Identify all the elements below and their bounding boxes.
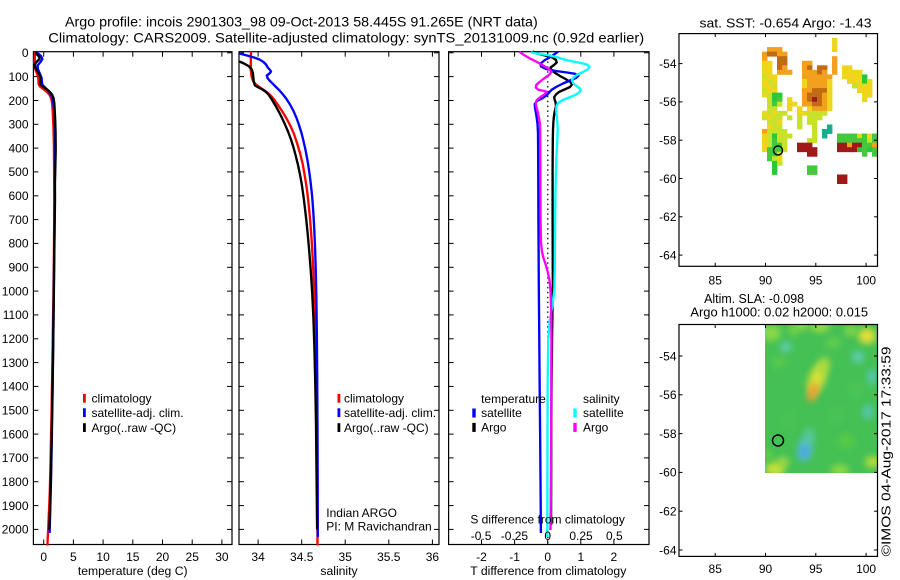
svg-text:1400: 1400 [2,380,29,394]
svg-text:Altim. SLA: -0.098: Altim. SLA: -0.098 [704,291,804,306]
svg-text:-60: -60 [659,172,677,186]
svg-text:-56: -56 [659,388,677,402]
svg-text:500: 500 [8,165,28,179]
svg-text:-64: -64 [659,248,677,262]
svg-text:climatology: climatology [344,392,404,406]
svg-text:2: 2 [611,550,618,564]
svg-text:Argo: Argo [583,420,609,434]
svg-text:1700: 1700 [2,451,29,465]
svg-text:90: 90 [759,274,773,288]
svg-text:5: 5 [70,550,77,564]
svg-text:satellite: satellite [481,406,522,420]
svg-text:0: 0 [544,550,551,564]
svg-text:0.25: 0.25 [569,529,593,543]
svg-text:2000: 2000 [2,523,29,537]
svg-text:Indian ARGO: Indian ARGO [326,506,397,520]
svg-text:©IMOS 04-Aug-2017 17:33:59: ©IMOS 04-Aug-2017 17:33:59 [878,347,893,557]
svg-text:1000: 1000 [2,284,29,298]
svg-text:0.5: 0.5 [606,529,623,543]
svg-text:-0.25: -0.25 [501,529,529,543]
svg-text:95: 95 [809,562,823,576]
svg-text:Argo(..raw -QC): Argo(..raw -QC) [92,421,177,435]
svg-text:temperature: temperature [481,392,546,406]
svg-text:30: 30 [215,550,229,564]
svg-text:satellite: satellite [583,406,624,420]
svg-text:-62: -62 [659,505,677,519]
svg-text:15: 15 [126,550,140,564]
svg-text:-54: -54 [659,57,677,71]
svg-text:1: 1 [577,550,584,564]
svg-text:sat. SST: -0.654 Argo: -1.43: sat. SST: -0.654 Argo: -1.43 [700,15,872,30]
svg-text:1600: 1600 [2,427,29,441]
svg-text:1800: 1800 [2,475,29,489]
svg-text:900: 900 [8,261,28,275]
svg-text:Argo: Argo [481,420,507,434]
svg-text:25: 25 [186,550,200,564]
svg-text:T difference from climatology: T difference from climatology [470,564,627,578]
svg-text:1500: 1500 [2,404,29,418]
svg-text:-0.5: -0.5 [471,529,492,543]
svg-text:95: 95 [809,274,823,288]
svg-text:satellite-adj. clim.: satellite-adj. clim. [92,406,184,420]
svg-text:35.5: 35.5 [377,550,401,564]
svg-text:-54: -54 [659,349,677,363]
svg-text:600: 600 [8,189,28,203]
svg-text:200: 200 [8,94,28,108]
svg-text:10: 10 [96,550,110,564]
svg-text:Climatology: CARS2009. Satelli: Climatology: CARS2009. Satellite-adjuste… [48,30,644,46]
svg-text:-60: -60 [659,466,677,480]
svg-text:0: 0 [22,46,29,60]
svg-text:35: 35 [339,550,353,564]
svg-text:-56: -56 [659,95,677,109]
svg-text:-1: -1 [509,550,520,564]
svg-text:-58: -58 [659,427,677,441]
svg-text:34: 34 [251,550,265,564]
svg-text:400: 400 [8,141,28,155]
svg-text:PI: M Ravichandran: PI: M Ravichandran [326,520,431,534]
svg-text:85: 85 [709,562,723,576]
svg-text:climatology: climatology [92,392,152,406]
svg-text:1200: 1200 [2,332,29,346]
svg-text:100: 100 [856,274,876,288]
svg-text:S difference from climatology: S difference from climatology [470,513,625,527]
svg-text:satellite-adj. clim.: satellite-adj. clim. [344,406,436,420]
svg-text:temperature (deg C): temperature (deg C) [78,564,188,578]
svg-text:100: 100 [8,70,28,84]
svg-text:-62: -62 [659,210,677,224]
svg-text:90: 90 [759,562,773,576]
svg-text:-2: -2 [476,550,487,564]
svg-text:300: 300 [8,118,28,132]
svg-text:Argo(..raw -QC): Argo(..raw -QC) [344,421,429,435]
svg-text:-58: -58 [659,134,677,148]
svg-text:34.5: 34.5 [290,550,314,564]
svg-text:0: 0 [544,529,551,543]
svg-text:85: 85 [709,274,723,288]
svg-text:100: 100 [856,562,876,576]
svg-text:0: 0 [40,550,47,564]
svg-text:20: 20 [156,550,170,564]
svg-text:1900: 1900 [2,499,29,513]
svg-text:700: 700 [8,213,28,227]
svg-text:-64: -64 [659,543,677,557]
svg-text:salinity: salinity [320,564,358,578]
svg-text:800: 800 [8,237,28,251]
svg-text:Argo profile: incois 2901303_9: Argo profile: incois 2901303_98 09-Oct-2… [65,14,538,30]
svg-text:1100: 1100 [3,308,29,322]
svg-text:36: 36 [426,550,440,564]
svg-text:salinity: salinity [583,392,620,406]
svg-text:Argo h1000: 0.02 h2000: 0.015: Argo h1000: 0.02 h2000: 0.015 [690,305,868,320]
svg-text:1300: 1300 [2,356,29,370]
